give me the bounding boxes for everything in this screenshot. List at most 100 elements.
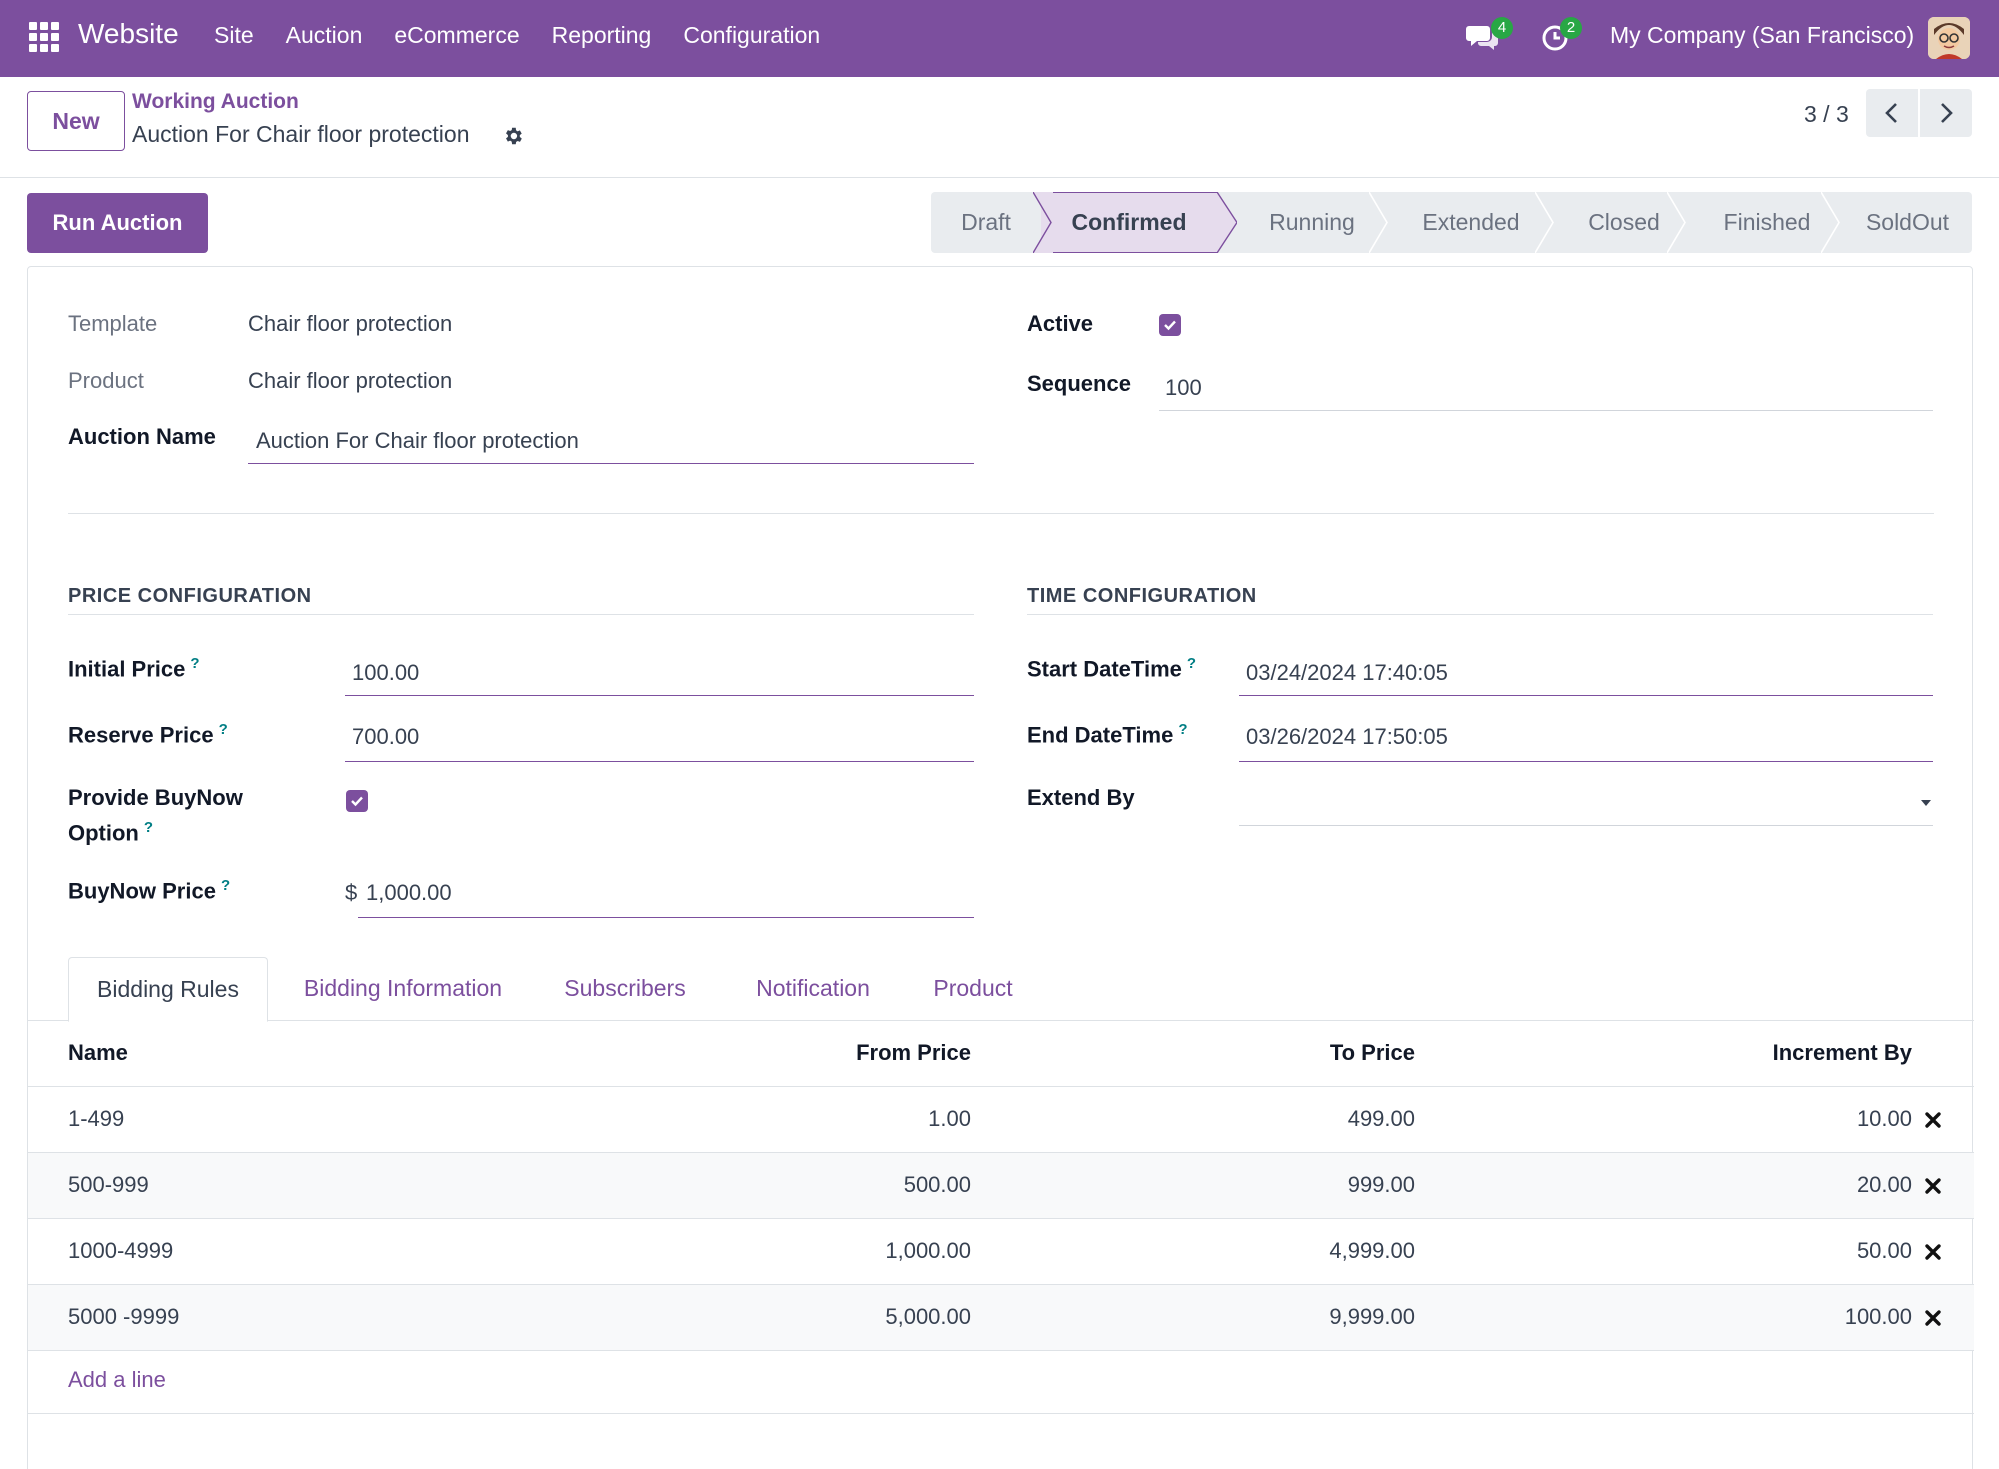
menu-ecommerce[interactable]: eCommerce <box>394 22 520 48</box>
tab-notification[interactable]: Notification <box>756 975 870 1001</box>
reserve-price-input[interactable]: 700.00 <box>352 724 420 749</box>
help-icon[interactable]: ? <box>190 655 200 672</box>
delete-row-icon[interactable] <box>1924 1111 1942 1129</box>
caret-down-icon[interactable] <box>1920 799 1932 807</box>
column-header-to-price[interactable]: To Price <box>1329 1040 1415 1065</box>
help-icon[interactable]: ? <box>143 819 154 836</box>
cell-to-price[interactable]: 9,999.00 <box>1329 1304 1415 1329</box>
form-divider <box>68 513 1934 514</box>
initial-price-input[interactable]: 100.00 <box>352 660 420 685</box>
help-icon[interactable]: ? <box>218 721 228 738</box>
tab-subscribers[interactable]: Subscribers <box>564 975 686 1001</box>
tab-bidding-information[interactable]: Bidding Information <box>303 975 503 1001</box>
menu-reporting[interactable]: Reporting <box>551 22 652 48</box>
company-switcher[interactable]: My Company (San Francisco) <box>1610 22 1915 48</box>
cell-name[interactable]: 5000 -9999 <box>68 1304 180 1329</box>
notebook-tabs: Bidding Rules Bidding Information Subscr… <box>28 957 1974 1022</box>
product-value[interactable]: Chair floor protection <box>248 368 453 393</box>
new-button[interactable]: New <box>27 91 125 151</box>
add-line-row: Add a line <box>28 1351 1974 1414</box>
cell-from-price[interactable]: 1,000.00 <box>885 1238 971 1263</box>
table-row[interactable]: 500-999 500.00 999.00 20.00 <box>28 1153 1974 1219</box>
sequence-underline <box>1159 410 1933 411</box>
start-datetime-underline <box>1239 695 1933 696</box>
run-auction-button[interactable]: Run Auction <box>27 193 208 253</box>
auction-name-underline <box>248 463 974 464</box>
table-header: Name From Price To Price Increment By <box>28 1021 1974 1087</box>
tab-product[interactable]: Product <box>933 975 1013 1001</box>
pager-previous-button[interactable] <box>1866 89 1918 137</box>
buynow-currency: $ <box>345 880 358 905</box>
status-step-extended[interactable]: Extended <box>1422 209 1520 235</box>
user-avatar[interactable] <box>1928 17 1970 59</box>
template-value[interactable]: Chair floor protection <box>248 311 453 336</box>
chat-icon[interactable] <box>1466 22 1500 52</box>
initial-price-label: Initial Price? <box>68 655 200 682</box>
initial-price-underline <box>345 695 974 696</box>
active-label: Active <box>1027 311 1094 336</box>
cell-to-price[interactable]: 999.00 <box>1347 1172 1415 1197</box>
end-datetime-input[interactable]: 03/26/2024 17:50:05 <box>1246 724 1448 749</box>
auction-name-input[interactable]: Auction For Chair floor protection <box>256 428 579 453</box>
cell-increment-by[interactable]: 100.00 <box>1844 1304 1912 1329</box>
active-checkbox[interactable] <box>1159 314 1181 336</box>
buynow-option-checkbox[interactable] <box>346 790 368 812</box>
status-step-soldout[interactable]: SoldOut <box>1865 209 1950 235</box>
buynow-option-label: Provide BuyNow <box>68 785 243 810</box>
column-header-from-price[interactable]: From Price <box>856 1040 971 1065</box>
help-icon[interactable]: ? <box>220 877 231 894</box>
pager-value[interactable]: 3 / 3 <box>1804 101 1849 127</box>
status-step-closed[interactable]: Closed <box>1588 209 1660 235</box>
template-label: Template <box>68 311 158 336</box>
add-line-link[interactable]: Add a line <box>68 1367 166 1392</box>
status-step-running[interactable]: Running <box>1269 209 1355 235</box>
cell-to-price[interactable]: 499.00 <box>1347 1106 1415 1131</box>
status-step-confirmed[interactable]: Confirmed <box>1041 192 1217 253</box>
pager-next-button[interactable] <box>1920 89 1972 137</box>
help-icon[interactable]: ? <box>1186 655 1197 672</box>
cell-increment-by[interactable]: 50.00 <box>1856 1238 1912 1263</box>
reserve-price-label: Reserve Price? <box>68 721 228 748</box>
column-header-name[interactable]: Name <box>68 1040 128 1065</box>
price-configuration-title: PRICE CONFIGURATION <box>68 585 312 607</box>
tab-bidding-rules[interactable]: Bidding Rules <box>68 957 268 1022</box>
control-panel: New Working Auction Auction For Chair fl… <box>0 77 1999 178</box>
product-label: Product <box>68 368 144 393</box>
cell-increment-by[interactable]: 10.00 <box>1856 1106 1912 1131</box>
cell-from-price[interactable]: 1.00 <box>928 1106 971 1131</box>
table-row[interactable]: 1000-4999 1,000.00 4,999.00 50.00 <box>28 1219 1974 1285</box>
delete-row-icon[interactable] <box>1924 1243 1942 1261</box>
apps-grid-icon[interactable] <box>29 22 59 52</box>
menu-auction[interactable]: Auction <box>285 22 363 48</box>
help-icon[interactable]: ? <box>1178 721 1188 738</box>
app-brand[interactable]: Website <box>78 18 179 49</box>
status-step-draft[interactable]: Draft <box>961 209 1011 235</box>
table-row[interactable]: 5000 -9999 5,000.00 9,999.00 100.00 <box>28 1285 1974 1351</box>
form-sheet: Template Chair floor protection Product … <box>27 266 1974 1469</box>
top-navbar: Website Site Auction eCommerce Reporting… <box>0 0 1999 77</box>
status-step-finished[interactable]: Finished <box>1723 209 1811 235</box>
breadcrumb-parent-link[interactable]: Working Auction <box>132 90 299 113</box>
delete-row-icon[interactable] <box>1924 1309 1942 1327</box>
step-separator <box>1667 192 1686 253</box>
main-menu: Site Auction eCommerce Reporting Configu… <box>214 22 852 49</box>
cell-from-price[interactable]: 500.00 <box>903 1172 971 1197</box>
auction-name-label: Auction Name <box>68 424 216 449</box>
buynow-price-input[interactable]: 1,000.00 <box>366 880 452 905</box>
menu-site[interactable]: Site <box>214 22 254 48</box>
table-row[interactable]: 1-499 1.00 499.00 10.00 <box>28 1087 1974 1153</box>
cell-name[interactable]: 1-499 <box>68 1106 125 1131</box>
gear-icon[interactable] <box>502 125 524 147</box>
section-divider <box>68 614 974 615</box>
cell-increment-by[interactable]: 20.00 <box>1856 1172 1912 1197</box>
cell-to-price[interactable]: 4,999.00 <box>1329 1238 1415 1263</box>
column-header-increment-by[interactable]: Increment By <box>1772 1040 1912 1065</box>
cell-from-price[interactable]: 5,000.00 <box>885 1304 971 1329</box>
start-datetime-input[interactable]: 03/24/2024 17:40:05 <box>1246 660 1448 685</box>
cell-name[interactable]: 500-999 <box>68 1172 149 1197</box>
delete-row-icon[interactable] <box>1924 1177 1942 1195</box>
cell-name[interactable]: 1000-4999 <box>68 1238 174 1263</box>
status-steps: Draft Confirmed Running Extended Closed … <box>931 192 1972 253</box>
sequence-input[interactable]: 100 <box>1165 375 1202 400</box>
menu-configuration[interactable]: Configuration <box>683 22 821 48</box>
